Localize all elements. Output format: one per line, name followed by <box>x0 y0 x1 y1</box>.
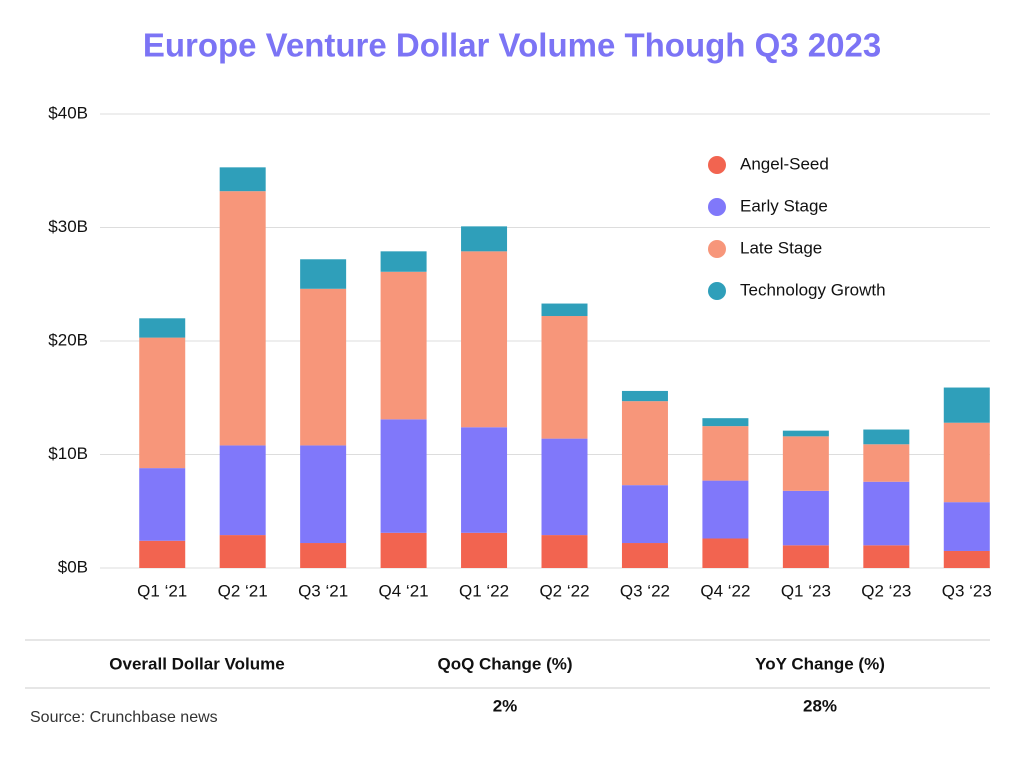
x-tick-label: Q2 ‘23 <box>861 581 911 600</box>
bar-segment <box>541 535 588 568</box>
y-tick-label: $30B <box>48 217 88 236</box>
bar-segment <box>863 481 910 546</box>
bar-segment <box>702 426 749 481</box>
bar-segment <box>380 251 427 272</box>
bar-segment <box>461 532 508 568</box>
bar-segment <box>139 468 186 541</box>
y-tick-label: $20B <box>48 330 88 349</box>
legend-swatch <box>708 240 726 258</box>
bar-segment <box>782 430 829 437</box>
bar-segment <box>621 401 668 486</box>
x-tick-label: Q1 ‘23 <box>781 581 831 600</box>
y-tick-label: $40B <box>48 103 88 122</box>
bar-segment <box>621 543 668 568</box>
bar-segment <box>139 337 186 469</box>
y-tick-label: $10B <box>48 444 88 463</box>
bar-segment <box>943 502 990 551</box>
bar-segment <box>702 538 749 568</box>
bar-segment <box>461 427 508 533</box>
x-tick-label: Q3 ‘21 <box>298 581 348 600</box>
bar-segment <box>702 418 749 427</box>
bar-segment <box>943 387 990 423</box>
x-tick-label: Q4 ‘21 <box>379 581 429 600</box>
bar-segment <box>461 226 508 252</box>
bar-segment <box>219 535 266 568</box>
x-tick-label: Q2 ‘21 <box>218 581 268 600</box>
legend-label: Early Stage <box>740 196 828 215</box>
bar-segment <box>219 445 266 536</box>
bar-segment <box>380 532 427 568</box>
x-tick-label: Q4 ‘22 <box>700 581 750 600</box>
bar-segment <box>863 429 910 445</box>
bar-segment <box>621 390 668 402</box>
bar-segment <box>300 445 347 544</box>
bar-segment <box>380 271 427 420</box>
bar-segment <box>943 422 990 503</box>
table-header: QoQ Change (%) <box>437 654 572 673</box>
bar-segment <box>541 303 588 317</box>
x-tick-label: Q1 ‘21 <box>137 581 187 600</box>
y-tick-label: $0B <box>58 557 88 576</box>
bar-segment <box>139 540 186 568</box>
table-cell: 2% <box>493 696 518 715</box>
legend-label: Technology Growth <box>740 280 886 299</box>
bar-segment <box>943 550 990 568</box>
bar-segment <box>300 259 347 289</box>
bar-segment <box>621 485 668 544</box>
legend-swatch <box>708 282 726 300</box>
x-tick-label: Q3 ‘23 <box>942 581 992 600</box>
bar-segment <box>300 543 347 568</box>
bar-segment <box>702 480 749 539</box>
x-tick-label: Q1 ‘22 <box>459 581 509 600</box>
bar-segment <box>380 419 427 533</box>
table-cell: 28% <box>803 696 837 715</box>
bar-segment <box>219 167 266 192</box>
legend-swatch <box>708 198 726 216</box>
source: Source: Crunchbase news <box>30 709 218 726</box>
chart-title: Europe Venture Dollar Volume Though Q3 2… <box>143 27 881 64</box>
table-header: Overall Dollar Volume <box>109 654 284 673</box>
bar-segment <box>863 444 910 482</box>
legend-swatch <box>708 156 726 174</box>
bar-segment <box>139 318 186 338</box>
table-header: YoY Change (%) <box>755 654 885 673</box>
x-tick-label: Q2 ‘22 <box>539 581 589 600</box>
x-tick-label: Q3 ‘22 <box>620 581 670 600</box>
bar-segment <box>782 490 829 546</box>
bar-segment <box>541 316 588 439</box>
bar-segment <box>863 545 910 568</box>
bar-segment <box>219 191 266 446</box>
bar-segment <box>461 251 508 428</box>
bar-segment <box>782 545 829 568</box>
bar-segment <box>300 288 347 446</box>
legend-label: Angel-Seed <box>740 154 829 173</box>
bar-segment <box>541 438 588 536</box>
bar-segment <box>782 436 829 491</box>
legend-label: Late Stage <box>740 238 822 257</box>
